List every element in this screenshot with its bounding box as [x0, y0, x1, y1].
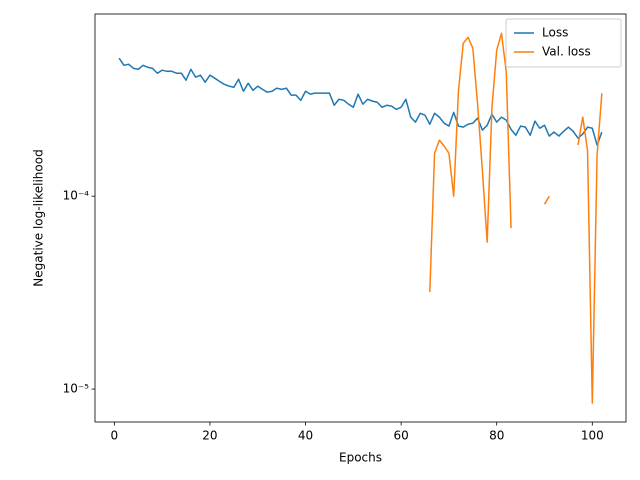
legend-box	[505, 18, 622, 68]
x-axis-label: Epochs	[339, 451, 382, 465]
axes-frame	[94, 13, 627, 423]
x-tick-label: 80	[489, 429, 504, 443]
legend-label: Loss	[542, 26, 568, 40]
y-tick-label: 10⁻⁴	[63, 189, 90, 203]
x-tick-label: 0	[111, 429, 119, 443]
legend-label: Val. loss	[542, 45, 591, 59]
x-tick-label: 60	[393, 429, 408, 443]
series-line	[118, 57, 603, 146]
series-line	[429, 32, 603, 404]
y-axis-label: Negative log-likelihood	[32, 149, 46, 286]
x-tick-label: 100	[581, 429, 604, 443]
x-tick-label: 40	[298, 429, 313, 443]
y-tick-label: 10⁻⁵	[63, 382, 90, 396]
plot-lines	[118, 32, 603, 404]
x-tick-label: 20	[202, 429, 217, 443]
